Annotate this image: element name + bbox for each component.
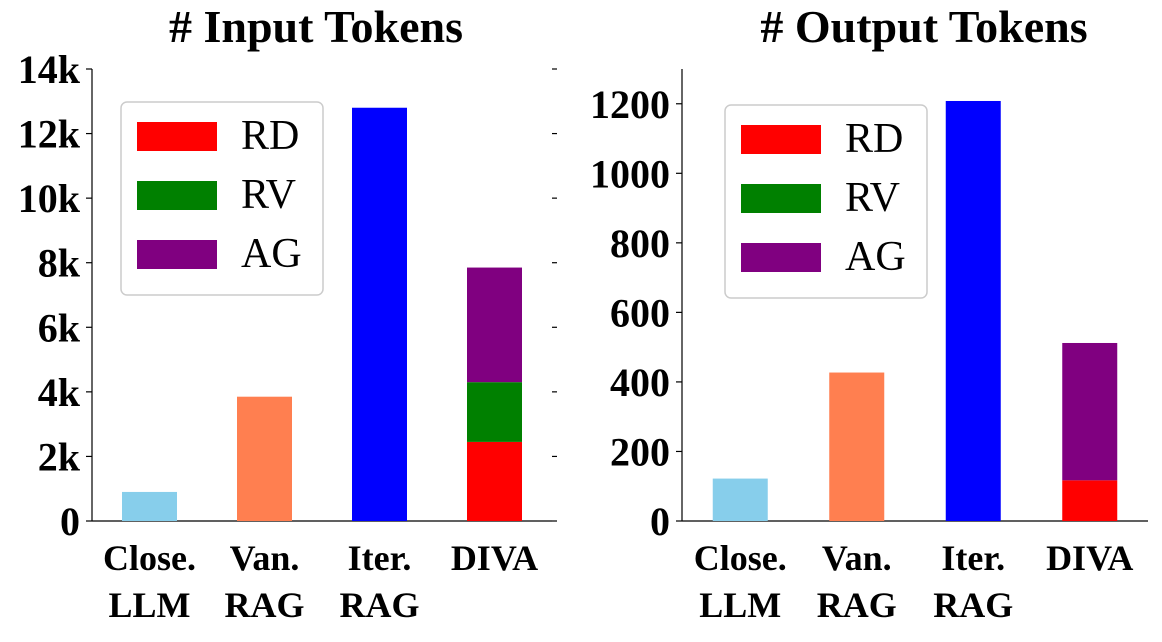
legend-swatch-ag [741,243,821,272]
x-tick-label: LLM [108,585,190,625]
bar [829,372,885,521]
bar [712,478,768,521]
y-tick-label: 0 [650,499,670,544]
bar [237,396,292,521]
output-tokens-chart: # Output Tokens 0 200 400 600 800 1000 1200 Clo… [590,1,1148,625]
x-tick-label: Van. [822,538,892,578]
y-tick-label: 2k [38,434,81,479]
x-tick-label: Iter. [941,538,1005,578]
legend-swatch-rv [741,184,821,213]
x-tick-label: Close. [103,538,196,578]
y-tick-label: 1200 [590,82,670,127]
bar-segment-ag [467,267,522,383]
y-tick-label: 400 [610,360,670,405]
x-tick-label: Close. [694,538,787,578]
x-tick-label: RAG [225,585,305,625]
bar [122,491,177,521]
bar-segment-rd [1062,480,1118,521]
y-tick-label: 800 [610,221,670,266]
x-tick-label: Van. [230,538,300,578]
legend-label-rv: RV [241,172,296,218]
y-tick-label: 10k [18,176,81,221]
legend-label-ag: AG [845,234,906,280]
x-tick-label: DIVA [1046,538,1133,578]
y-tick-label: 0 [60,499,80,544]
y-tick-label: 12k [18,112,81,157]
x-tick-label: Iter. [348,538,412,578]
x-tick-label: RAG [340,585,420,625]
bar-segment-rv [467,382,522,442]
x-tick-label: RAG [817,585,897,625]
bar [945,100,1001,521]
y-tick-label: 4k [38,370,81,415]
legend-swatch-rd [741,125,821,154]
legend-swatch-rd [137,122,217,151]
legend: RD RV AG [724,104,928,299]
y-tick-label: 8k [38,241,81,286]
chart-title: # Input Tokens [169,1,463,52]
y-tick-label: 600 [610,290,670,335]
legend-label-rd: RD [845,116,903,162]
y-tick-label: 14k [18,47,81,92]
legend: RD RV AG [120,101,324,296]
input-tokens-chart: # Input Tokens 0 2k 4k 6k 8k 10k 12k 14k Close. L… [18,1,557,625]
y-tick-label: 6k [38,305,81,350]
legend-label-ag: AG [241,231,302,277]
chart-title: # Output Tokens [760,1,1087,52]
legend-swatch-ag [137,240,217,269]
legend-swatch-rv [137,181,217,210]
bar-segment-rd [467,441,522,521]
y-tick-label: 1000 [590,151,670,196]
legend-label-rd: RD [241,113,299,159]
x-tick-label: LLM [699,585,781,625]
x-tick-label: DIVA [451,538,538,578]
bar [352,107,407,521]
bar-segment-ag [1062,342,1118,481]
legend-label-rv: RV [845,175,900,221]
x-tick-label: RAG [933,585,1013,625]
y-tick-label: 200 [610,429,670,474]
